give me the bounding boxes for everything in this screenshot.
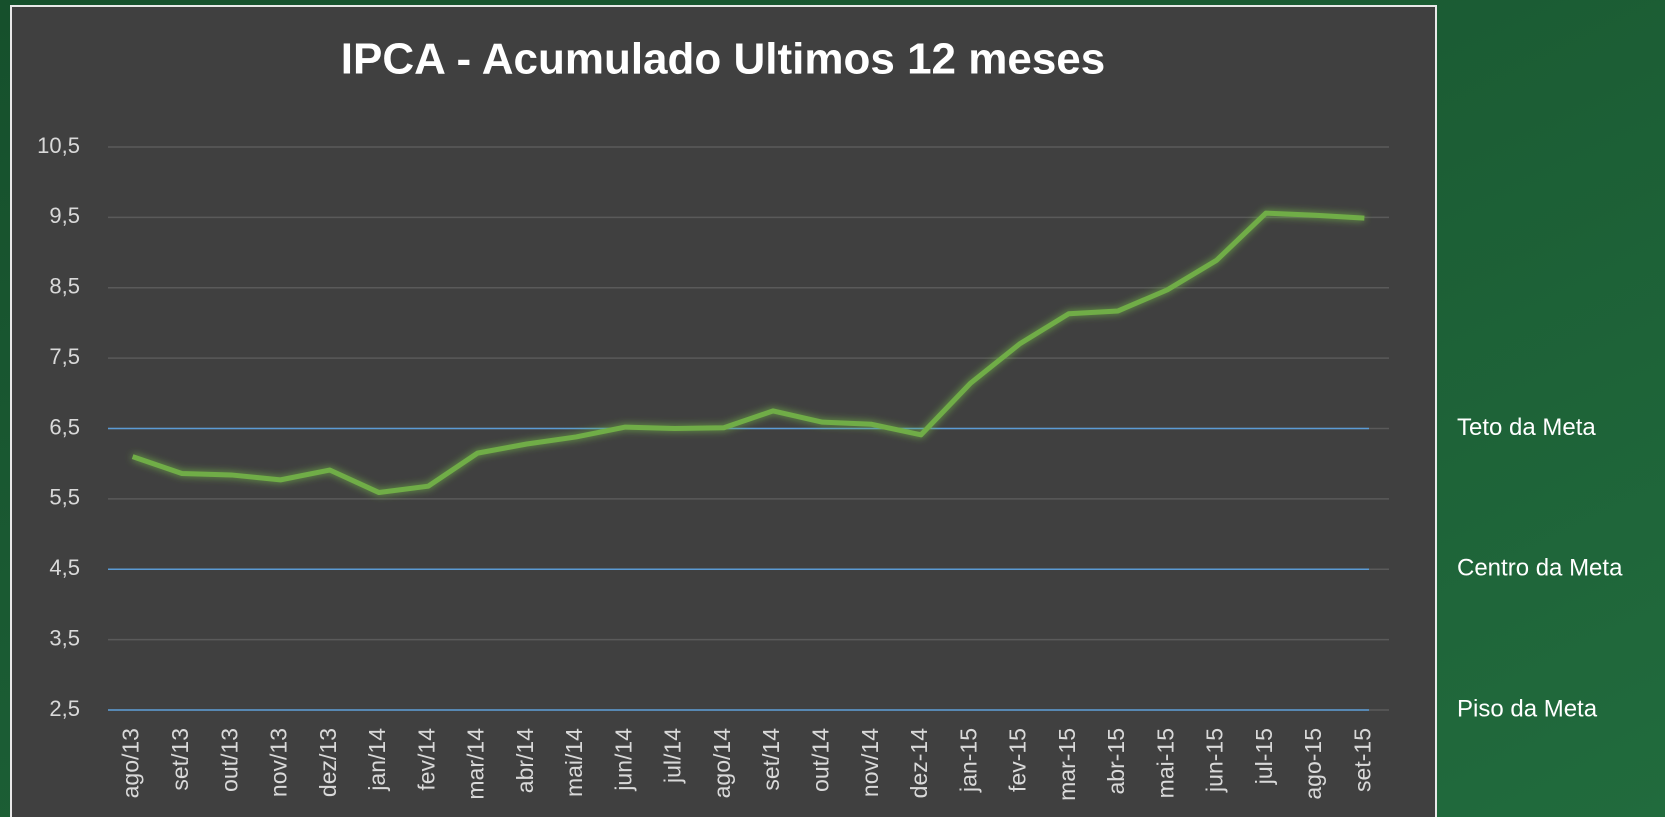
x-tick-label: nov/13 — [266, 728, 292, 797]
reference-label: Teto da Meta — [1457, 414, 1596, 441]
x-tick-label: abr/14 — [512, 728, 538, 793]
x-tick-label: nov/14 — [857, 728, 883, 797]
x-tick-label: abr-15 — [1103, 728, 1129, 794]
x-tick-label: jul/14 — [660, 728, 686, 784]
chart-title: IPCA - Acumulado Ultimos 12 meses — [341, 35, 1106, 84]
x-tick-label: jun/14 — [610, 728, 636, 792]
x-tick-label: ago/13 — [118, 728, 144, 798]
y-tick-label: 4,5 — [49, 555, 80, 580]
x-tick-label: mai-15 — [1152, 728, 1178, 798]
x-tick-label: fev-15 — [1005, 728, 1031, 792]
x-tick-label: out/13 — [216, 728, 242, 792]
x-tick-label: mar-15 — [1054, 728, 1080, 801]
y-tick-label: 3,5 — [49, 625, 80, 650]
x-tick-label: ago-15 — [1300, 728, 1326, 800]
y-tick-label: 6,5 — [49, 414, 80, 439]
x-tick-label: jan/14 — [364, 728, 390, 792]
x-tick-label: set/13 — [167, 728, 193, 791]
y-tick-label: 5,5 — [49, 485, 80, 510]
y-tick-label: 7,5 — [49, 344, 80, 369]
x-tick-label: mai/14 — [561, 728, 587, 797]
x-tick-label: jan-15 — [955, 728, 981, 793]
x-tick-label: jun-15 — [1202, 728, 1228, 793]
x-tick-label: ago/14 — [709, 728, 735, 799]
x-tick-label: set/14 — [758, 728, 784, 791]
x-tick-label: mar/14 — [463, 728, 489, 800]
x-tick-label: dez-14 — [906, 728, 932, 799]
chart-panel — [10, 5, 1437, 817]
x-tick-label: out/14 — [807, 728, 833, 792]
y-tick-label: 2,5 — [49, 696, 80, 721]
data-line — [131, 210, 1365, 496]
x-tick-label: jul-15 — [1251, 728, 1277, 785]
y-tick-label: 10,5 — [37, 133, 80, 158]
x-tick-label: fev/14 — [413, 728, 439, 791]
reference-label: Piso da Meta — [1457, 695, 1598, 722]
x-tick-label: dez/13 — [315, 728, 341, 797]
reference-label: Centro da Meta — [1457, 555, 1623, 582]
y-tick-label: 9,5 — [49, 203, 80, 228]
y-tick-label: 8,5 — [49, 274, 80, 299]
x-tick-label: set-15 — [1349, 728, 1375, 792]
